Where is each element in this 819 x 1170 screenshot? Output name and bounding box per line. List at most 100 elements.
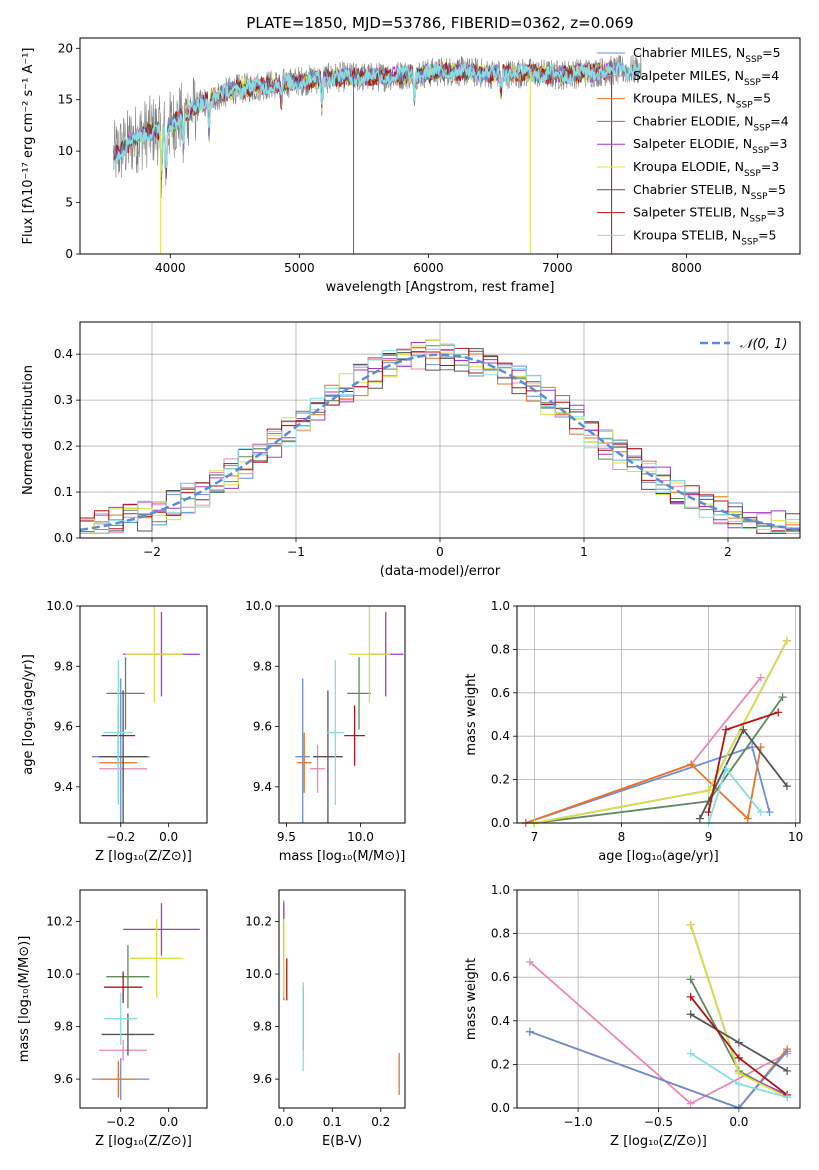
y-tick-label: 0.2 [491, 773, 510, 787]
x-tick-label: 0.0 [159, 1115, 178, 1129]
x-tick-label: 9.5 [277, 830, 296, 844]
x-tick-label: −0.2 [106, 830, 135, 844]
axes-mass_vs_ebv: 0.0 0.1 0.2 9.6 9.8 10.0 10.2 E(B-V) [245, 915, 390, 1149]
weight-point-kroupa_stelib [721, 764, 730, 773]
x-tick-label: 8 [618, 830, 626, 844]
legend-label: Chabrier ELODIE, NSSP=4 [633, 113, 789, 133]
weight-point-chabrier_stelib [739, 725, 748, 734]
frame-residuals [79, 321, 801, 539]
weight-point-salpeter_miles [525, 957, 534, 966]
y-tick-label: 5 [65, 196, 73, 210]
frame-age_vs_z [79, 605, 208, 824]
histogram-salpeter_stelib [80, 347, 800, 534]
y-tick-label: 0.8 [491, 927, 510, 941]
weight-point-chabrier_miles [765, 808, 774, 817]
y-tick-label: 0.4 [491, 1014, 510, 1028]
y-tick-label: 9.8 [253, 659, 272, 673]
weight-point-kroupa_elodie [782, 636, 791, 645]
y-tick-label: 10.0 [245, 599, 272, 613]
weight-point-kroupa_elodie [734, 1069, 743, 1078]
y-tick-label: 10 [58, 144, 73, 158]
x-axis-label: mass [log₁₀(M/M⊙)] [279, 849, 406, 864]
weight-point-kroupa_stelib [734, 1080, 743, 1089]
axes-mass_vs_z: −0.2 0.0 9.6 9.8 10.0 10.2 Z [log₁₀(Z/Z⊙)] mass… [17, 915, 192, 1149]
weight-point-kroupa_miles [743, 814, 752, 823]
x-tick-label: 5000 [284, 261, 315, 275]
weight-point-chabrier_stelib [695, 814, 704, 823]
weight-point-chabrier_miles [783, 1047, 792, 1056]
legend-label: Salpeter STELIB, NSSP=3 [633, 205, 785, 225]
x-axis-label: E(B-V) [322, 1134, 362, 1149]
y-tick-label: 0.0 [491, 816, 510, 830]
weight-point-chabrier_stelib [686, 1010, 695, 1019]
weight-point-salpeter_miles [686, 1099, 695, 1108]
weight-point-chabrier_stelib [782, 782, 791, 791]
y-tick-label: 10.2 [245, 915, 272, 929]
frame-mass_vs_z [79, 889, 208, 1109]
y-tick-label: 1.0 [491, 883, 510, 897]
y-tick-label: 0.4 [54, 347, 73, 361]
y-axis-label: mass weight [464, 958, 479, 1040]
y-tick-label: 9.6 [54, 1072, 73, 1086]
y-tick-label: 0.8 [491, 642, 510, 656]
x-axis-label: Z [log₁₀(Z/Z⊙)] [95, 849, 192, 864]
frame-spectrum [79, 37, 801, 255]
y-tick-label: 10.0 [46, 599, 73, 613]
weight-point-chabrier_miles [525, 1027, 534, 1036]
weight-point-salpeter_miles [756, 673, 765, 682]
x-tick-label: 10.0 [347, 830, 374, 844]
frame-age_vs_mass [278, 605, 406, 824]
x-tick-label: 1 [580, 545, 588, 559]
frame-weight_vs_age [516, 605, 801, 824]
weight-point-kroupa_stelib [756, 808, 765, 817]
legend-label: Salpeter MILES, NSSP=4 [633, 68, 779, 88]
x-tick-label: 9 [705, 830, 713, 844]
x-tick-label: 0.0 [274, 1115, 293, 1129]
y-tick-label: 9.6 [253, 1072, 272, 1086]
weight-point-kroupa_stelib [686, 1049, 695, 1058]
x-tick-label: 0.2 [371, 1115, 390, 1129]
axes-spectrum: 4000 5000 6000 7000 8000 0 5 10 15 20 wavelength [… [21, 41, 702, 295]
frame-mass_vs_ebv [278, 889, 406, 1109]
weight-point-salpeter_stelib [774, 708, 783, 717]
gaussian-reference-line [80, 353, 800, 532]
weight-point-kroupa_elodie [686, 920, 695, 929]
y-tick-label: 1.0 [491, 599, 510, 613]
weight-point-chabrier_stelib [783, 1066, 792, 1075]
y-tick-label: 9.8 [253, 1020, 272, 1034]
x-tick-label: 6000 [413, 261, 444, 275]
y-tick-label: 0.6 [491, 686, 510, 700]
weight-point-kroupa_stelib [783, 1093, 792, 1102]
y-tick-label: 10.0 [46, 967, 73, 981]
x-tick-label: 7000 [542, 261, 573, 275]
y-tick-label: 0 [65, 247, 73, 261]
y-tick-label: 9.6 [54, 720, 73, 734]
x-tick-label: 4000 [155, 261, 186, 275]
legend-label: Salpeter ELODIE, NSSP=3 [633, 136, 787, 156]
weight-point-salpeter_stelib [734, 1053, 743, 1062]
legend-label: 𝒩(0, 1) [740, 337, 787, 352]
weight-point-kroupa_elodie [704, 786, 713, 795]
y-tick-label: 0.2 [491, 1057, 510, 1071]
y-axis-label: age [log₁₀(age/yr)] [21, 654, 36, 775]
x-axis-label: Z [log₁₀(Z/Z⊙)] [610, 1134, 707, 1149]
legend-label: Chabrier STELIB, NSSP=5 [633, 182, 786, 202]
y-tick-label: 9.8 [54, 659, 73, 673]
y-tick-label: 15 [58, 93, 73, 107]
weight-line-chabrier_miles [529, 1030, 788, 1108]
axes-weight_vs_age: 7 8 9 10 0.0 0.2 0.4 0.6 0.8 1.0 age [log₁₀(age/yr… [464, 599, 803, 864]
weight-point-chabrier_elodie [686, 975, 695, 984]
x-axis-label: (data-model)/error [380, 564, 501, 579]
y-tick-label: 0.3 [54, 393, 73, 407]
weight-point-salpeter_stelib [686, 992, 695, 1001]
x-axis-label: wavelength [Angstrom, rest frame] [326, 280, 555, 295]
y-tick-label: 9.4 [253, 780, 272, 794]
y-tick-label: 10.0 [245, 967, 272, 981]
x-tick-label: 2 [724, 545, 732, 559]
y-axis-label: mass weight [464, 673, 479, 755]
x-tick-label: 0.0 [729, 1115, 748, 1129]
x-tick-label: −0.5 [644, 1115, 673, 1129]
x-tick-label: −1.0 [564, 1115, 593, 1129]
y-tick-label: 0.4 [491, 729, 510, 743]
